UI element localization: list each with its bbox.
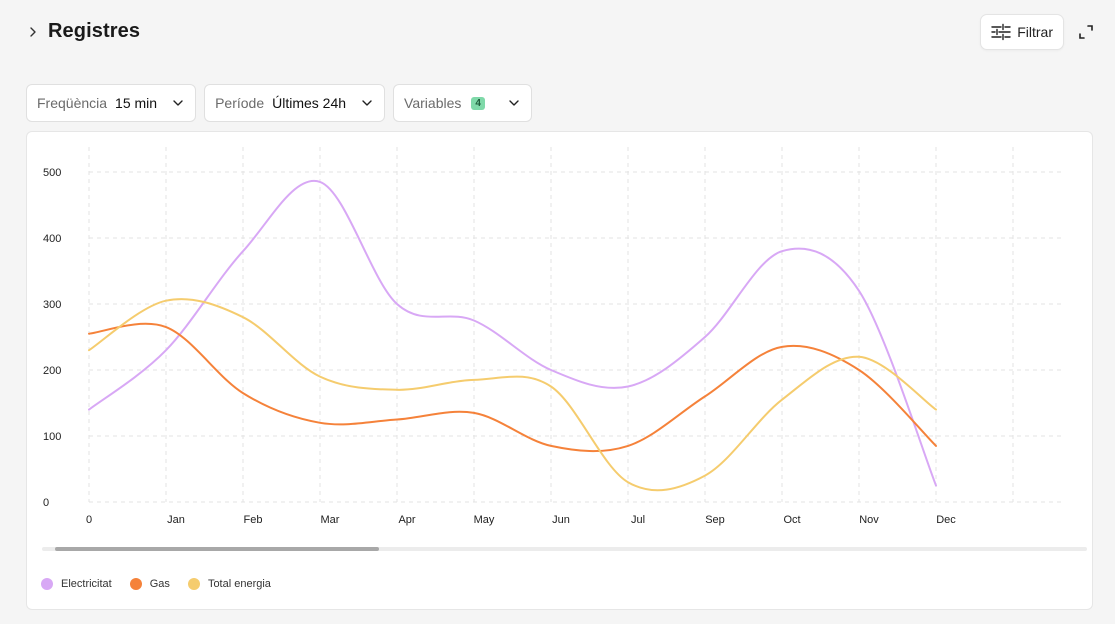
legend-item-gas[interactable]: Gas (129, 578, 170, 590)
legend-item-total[interactable]: Total energia (187, 578, 271, 590)
page-title: Registres (48, 20, 141, 42)
y-tick-label: 100 (43, 431, 61, 443)
x-tick-label: Jun (552, 514, 570, 526)
legend-label: Gas (149, 578, 170, 590)
x-tick-label: Jul (631, 514, 645, 526)
legend-dot-icon (41, 578, 53, 590)
expand-icon[interactable] (1077, 23, 1095, 41)
scrollbar-thumb[interactable] (55, 547, 379, 551)
series-line-gas[interactable] (88, 322, 937, 453)
legend-dot-icon (129, 578, 142, 590)
y-tick-label: 200 (43, 365, 61, 377)
x-tick-label: Apr (398, 514, 415, 526)
filter-button[interactable]: Filtrar (980, 14, 1064, 50)
chevron-right-icon[interactable] (24, 23, 42, 41)
y-tick-label: 300 (43, 299, 61, 311)
y-tick-label: 400 (43, 233, 61, 245)
frequency-value: 15 min (115, 95, 158, 111)
legend-label: Total energia (207, 578, 271, 590)
period-value: Últimes 24h (272, 95, 347, 111)
title-group: Registres (24, 20, 140, 43)
x-tick-label: Feb (244, 514, 263, 526)
chevron-down-icon (173, 100, 183, 106)
filter-label: Filtrar (1017, 24, 1053, 40)
y-tick-label: 500 (43, 167, 61, 179)
x-tick-label: Jan (167, 514, 185, 526)
chevron-down-icon (362, 100, 372, 106)
variables-label: Variables (404, 95, 462, 111)
x-tick-label: Mar (321, 514, 340, 526)
series-line-electricitat[interactable] (88, 179, 937, 487)
variables-count-badge: 4 (471, 96, 485, 110)
x-tick-label: 0 (86, 514, 92, 526)
x-tick-label: Oct (783, 514, 800, 526)
legend-dot-icon (187, 578, 200, 590)
page-header: Registres Filtrar (24, 14, 1095, 54)
x-tick-label: Sep (705, 514, 725, 526)
frequency-select[interactable]: Freqüència 15 min (26, 84, 197, 122)
filter-controls: Freqüència 15 min Període Últimes 24h Va… (26, 84, 532, 122)
chart-panel: 0 100 200 300 400 500 0 Jan Feb Mar Apr May Jun Jul Se… (26, 131, 1093, 610)
sliders-icon (991, 23, 1011, 41)
x-tick-label: Nov (859, 514, 879, 526)
period-label: Període (215, 95, 265, 111)
line-chart: 0 100 200 300 400 500 0 Jan Feb Mar Apr May Jun Jul Se… (43, 147, 1065, 526)
chevron-down-icon (509, 100, 519, 106)
period-select[interactable]: Període Últimes 24h (204, 84, 386, 122)
legend-label: Electricitat (61, 578, 112, 590)
x-tick-label: May (474, 514, 495, 526)
variables-select[interactable]: Variables 4 (393, 84, 532, 122)
legend-item-electricitat[interactable]: Electricitat (41, 578, 112, 590)
chart-legend: Electricitat Gas Total energia (41, 578, 271, 590)
frequency-label: Freqüència (37, 95, 108, 111)
chart-scrollbar[interactable] (42, 547, 1087, 551)
x-tick-label: Dec (936, 514, 956, 526)
series-line-total[interactable] (88, 298, 937, 492)
y-tick-label: 0 (43, 497, 49, 509)
